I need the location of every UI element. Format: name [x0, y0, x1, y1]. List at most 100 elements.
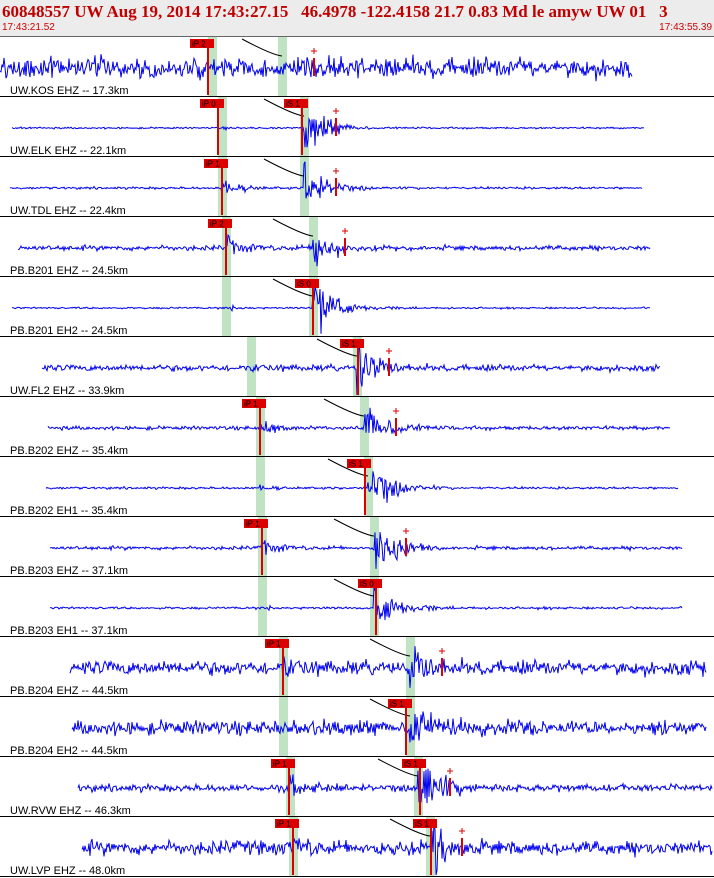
station-label: PB.B202 EH1 -- 35.4km [10, 505, 127, 517]
pick-label: iS 1 [342, 340, 356, 349]
pick-label: iS 0 [360, 580, 374, 589]
waveform-trace [17, 233, 651, 267]
waveform-trace [77, 768, 713, 804]
pick-tag [340, 339, 364, 348]
waveform-trace [41, 340, 661, 396]
travel-time-curve [316, 338, 358, 357]
pick-label: iS 1 [390, 700, 404, 709]
waveform-trace [0, 54, 633, 82]
pick-tag [358, 579, 382, 588]
trace-row: iS 1 UW.FL2 EHZ -- 33.9km [0, 337, 714, 397]
travel-time-curve [377, 758, 419, 777]
pick-label: iP 1 [246, 520, 260, 529]
pick-label: iP 1 [277, 820, 291, 829]
travel-time-curve [333, 578, 375, 597]
waveform-trace [45, 471, 679, 503]
waveform-trace [81, 821, 713, 876]
pick-tag [388, 699, 412, 708]
waveform-trace [49, 532, 683, 569]
waveform-trace [47, 407, 671, 435]
pick-tag [347, 459, 371, 468]
pick-label: iS 1 [415, 820, 429, 829]
station-label: UW.LVP EHZ -- 48.0km [10, 865, 125, 877]
pick-label: iP 1 [244, 400, 258, 409]
p-window-band [286, 757, 295, 816]
pick-label: iS 1 [286, 100, 300, 109]
event-title: 60848557 UW Aug 19, 2014 17:43:27.15 46.… [2, 2, 668, 21]
station-label: PB.B202 EHZ -- 35.4km [10, 445, 128, 457]
s-window-band [300, 157, 309, 216]
station-label: UW.RVW EHZ -- 46.3km [10, 805, 131, 817]
pick-tag [402, 759, 426, 768]
station-label: PB.B201 EHZ -- 24.5km [10, 265, 128, 277]
end-time-label: 17:43:55.39 [659, 22, 712, 33]
travel-time-curve [272, 218, 314, 237]
pick-tag [413, 819, 437, 828]
pick-label: iP 2 [210, 220, 224, 229]
trace-row: iP 2 PB.B201 EHZ -- 24.5km [0, 217, 714, 277]
pick-tag [244, 519, 268, 528]
waveform-trace [49, 583, 683, 621]
p-window-band [258, 577, 267, 636]
waveform-trace [69, 646, 707, 688]
pick-label: iP 2 [192, 40, 206, 49]
pick-tag [271, 759, 295, 768]
travel-time-curve [272, 278, 314, 297]
p-window-band [222, 277, 231, 336]
pick-tag [275, 819, 299, 828]
waveform-trace [9, 161, 643, 199]
travel-time-curve [369, 698, 411, 717]
pick-tag [295, 279, 319, 288]
s-window-band [300, 97, 309, 156]
trace-row: iP 2 UW.KOS EHZ -- 17.3km [0, 37, 714, 97]
event-header: 60848557 UW Aug 19, 2014 17:43:27.15 46.… [0, 0, 714, 37]
travel-time-curve [389, 818, 431, 837]
s-window-band [360, 397, 369, 456]
trace-row: iP 1 PB.B203 EHZ -- 37.1km [0, 517, 714, 577]
travel-time-curve [327, 458, 369, 477]
pick-label: iP 0 [202, 100, 216, 109]
station-label: PB.B201 EH2 -- 24.5km [10, 325, 127, 337]
travel-time-curve [369, 638, 411, 657]
trace-row: iS 1 PB.B204 EH2 -- 44.5km [0, 697, 714, 757]
station-label: UW.ELK EHZ -- 22.1km [10, 145, 126, 157]
trace-row: iS 0 PB.B201 EH2 -- 24.5km [0, 277, 714, 337]
pick-label: iS 1 [349, 460, 363, 469]
station-label: UW.FL2 EHZ -- 33.9km [10, 385, 124, 397]
pick-tag [190, 39, 214, 48]
trace-row: iP 1 iS 1 UW.LVP EHZ -- 48.0km [0, 817, 714, 877]
p-window-band [279, 697, 288, 756]
waveform-trace [11, 286, 651, 334]
trace-row: iS 1 PB.B202 EH1 -- 35.4km [0, 457, 714, 517]
pick-label: iP 1 [267, 640, 281, 649]
pick-tag [242, 399, 266, 408]
trace-row: iP 1 PB.B202 EHZ -- 35.4km [0, 397, 714, 457]
s-window-band [278, 37, 287, 96]
trace-row: iP 1 PB.B204 EHZ -- 44.5km [0, 637, 714, 697]
pick-label: iS 0 [297, 280, 311, 289]
station-label: PB.B203 EHZ -- 37.1km [10, 565, 128, 577]
travel-time-curve [333, 518, 375, 537]
pick-tag [208, 219, 232, 228]
travel-time-curve [323, 398, 365, 417]
station-label: UW.KOS EHZ -- 17.3km [10, 85, 129, 97]
station-label: PB.B203 EH1 -- 37.1km [10, 625, 127, 637]
p-window-band [218, 97, 227, 156]
s-window-band [370, 577, 379, 636]
waveform-trace [11, 115, 645, 148]
start-time-label: 17:43:21.52 [2, 22, 55, 33]
pick-label: iP 1 [273, 760, 287, 769]
pick-tag [265, 639, 289, 648]
pick-label: iP 1 [206, 160, 220, 169]
waveform-trace [71, 711, 707, 743]
travel-time-curve [263, 158, 305, 177]
station-label: PB.B204 EH2 -- 44.5km [10, 745, 127, 757]
station-label: UW.TDL EHZ -- 22.4km [10, 205, 126, 217]
pick-tag [284, 99, 308, 108]
pick-label: iS 1 [404, 760, 418, 769]
s-window-band [406, 637, 415, 696]
trace-row: iP 0 iS 1 UW.ELK EHZ -- 22.1km [0, 97, 714, 157]
pick-tag [200, 99, 224, 108]
p-window-band [247, 337, 256, 396]
